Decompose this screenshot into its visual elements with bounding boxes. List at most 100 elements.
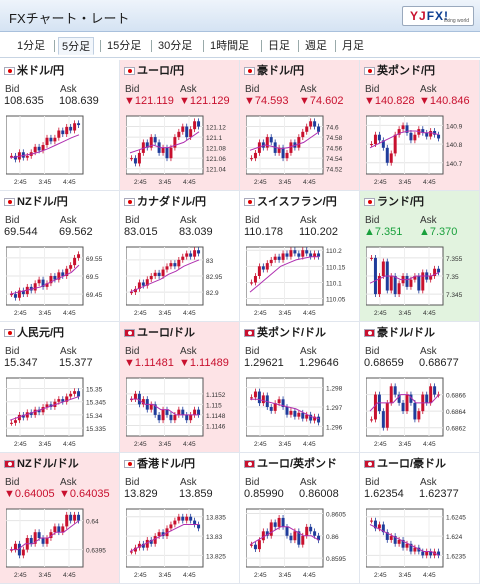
- currency-pair-title[interactable]: 英ポンド/円: [360, 60, 480, 82]
- currency-panel[interactable]: ユーロ/英ポンド Bid Ask 0.85990 0.86008 0.8605 0.86 0.…: [240, 453, 360, 584]
- bid-value: ▼1.11481: [124, 357, 174, 369]
- candle-body: [285, 407, 289, 415]
- currency-panel[interactable]: NZドル/ドル Bid Ask ▼0.64005 ▼0.64035 0.64 0.6395 2…: [0, 453, 120, 584]
- currency-pair-title[interactable]: 人民元/円: [0, 322, 120, 344]
- ask-value: 0.86008: [299, 488, 339, 500]
- x-tick-label: 3:45: [159, 179, 172, 186]
- bid-label: Bid: [125, 84, 140, 95]
- candle-body: [389, 153, 393, 163]
- currency-pair-title[interactable]: 豪ドル/円: [240, 60, 360, 82]
- currency-panel[interactable]: 人民元/円 Bid Ask 15.347 15.377 15.35 15.345 15.34 1…: [0, 322, 120, 453]
- tab-2[interactable]: 5分足: [58, 37, 95, 55]
- candle-body: [141, 543, 145, 548]
- currency-pair-title[interactable]: ユーロ/豪ドル: [360, 453, 480, 475]
- currency-panel[interactable]: NZドル/円 Bid Ask 69.544 69.562 69.55 69.5 69.45 2:…: [0, 191, 120, 322]
- ask-label: Ask: [180, 346, 197, 357]
- currency-panel[interactable]: 英ポンド/円 Bid Ask ▼140.828 ▼140.846 140.9 140.8 14…: [360, 60, 480, 191]
- tab-8[interactable]: 月足: [342, 40, 364, 52]
- candle-body: [149, 539, 153, 544]
- y-tick-label: 110.05: [326, 297, 346, 304]
- currency-panel[interactable]: 香港ドル/円 Bid Ask 13.829 13.859 13.835 13.83 13.82…: [120, 453, 240, 584]
- chart-svg: 121.12 121.1 121.08 121.06 121.04 2:45 3:45 4:4…: [126, 115, 226, 186]
- candle-body: [73, 514, 77, 521]
- currency-panel[interactable]: 米ドル/円BidAsk108.635108.639148.6148.552:45…: [0, 60, 120, 191]
- mini-chart[interactable]: 1.298 1.297 1.296 2:45 3:45 4:45: [246, 376, 355, 448]
- currency-pair-title[interactable]: 香港ドル/円: [120, 453, 240, 475]
- currency-panel[interactable]: カナダドル/円 Bid Ask 83.015 83.039 83 82.95 82.9 2:45…: [120, 191, 240, 322]
- y-tick-label: 1.624: [446, 534, 463, 541]
- tab-5[interactable]: 1時間足: [210, 40, 250, 52]
- brand-logo[interactable]: YJFX! fixing world: [402, 6, 474, 26]
- mini-chart[interactable]: 0.64 0.6395 2:45 3:45 4:45: [6, 507, 115, 579]
- mini-chart[interactable]: 148.6148.552:453:454:45: [6, 114, 115, 186]
- candle-body: [401, 125, 405, 130]
- currency-panel[interactable]: ユーロ/ドル Bid Ask ▼1.11481 ▼1.11489 1.1152 1.115 1…: [120, 322, 240, 453]
- candle-body: [297, 412, 301, 417]
- chart-svg: 83 82.95 82.9 2:45 3:45 4:45: [126, 246, 223, 317]
- x-tick-label: 4:45: [63, 441, 76, 448]
- candle-body: [429, 386, 433, 403]
- candle-body: [389, 276, 393, 291]
- mini-chart[interactable]: 1.1152 1.115 1.1148 1.1146 2:45 3:45 4:45: [126, 376, 235, 448]
- currency-panel[interactable]: 英ポンド/ドル Bid Ask 1.29621 1.29646 1.298 1.297 1.2…: [240, 322, 360, 453]
- currency-pair-title[interactable]: ランド/円: [360, 191, 480, 213]
- mini-chart[interactable]: 83 82.95 82.9 2:45 3:45 4:45: [126, 245, 235, 317]
- mini-chart[interactable]: 69.55 69.5 69.45 2:45 3:45 4:45: [6, 245, 115, 317]
- currency-pair-title[interactable]: 豪ドル/ドル: [360, 322, 480, 344]
- mini-chart[interactable]: 13.835 13.83 13.825 2:45 3:45 4:45: [126, 507, 235, 579]
- currency-pair-title[interactable]: 米ドル/円: [0, 60, 120, 82]
- mini-chart[interactable]: 74.6 74.58 74.56 74.54 74.52 2:45 3:45 4:45: [246, 114, 355, 186]
- mini-chart[interactable]: 140.9 140.8 140.7 2:45 3:45 4:45: [366, 114, 475, 186]
- currency-pair-title[interactable]: ユーロ/円: [120, 60, 240, 82]
- tab-3[interactable]: 15分足: [107, 40, 142, 52]
- candle-body: [373, 257, 377, 295]
- mini-chart[interactable]: 7.355 7.35 7.345 2:45 3:45 4:45: [366, 245, 475, 317]
- mini-chart[interactable]: 110.2 110.15 110.1 110.05 2:45 3:45 4:45: [246, 245, 355, 317]
- candle-body: [250, 282, 253, 284]
- tab-6[interactable]: 日足: [268, 40, 290, 52]
- candle-body: [250, 397, 253, 399]
- mini-chart[interactable]: 0.8605 0.86 0.8595 2:45 3:45 4:45: [246, 507, 355, 579]
- currency-pair-title[interactable]: ユーロ/ドル: [120, 322, 240, 344]
- currency-pair-title[interactable]: スイスフラン/円: [240, 191, 360, 213]
- bid-label: Bid: [245, 84, 260, 95]
- tab-1[interactable]: 1分足: [17, 40, 46, 52]
- currency-pair-title[interactable]: 英ポンド/ドル: [240, 322, 360, 344]
- mini-chart[interactable]: 1.6245 1.624 1.6235 2:45 3:45 4:45: [366, 507, 475, 579]
- candle-body: [405, 125, 409, 133]
- currency-pair-title[interactable]: カナダドル/円: [120, 191, 240, 213]
- candle-body: [169, 524, 173, 529]
- currency-panel[interactable]: ランド/円 Bid Ask ▲7.351 ▲7.370 7.355 7.35 7.345 2:4…: [360, 191, 480, 322]
- candle-body: [130, 551, 133, 553]
- currency-pair-title[interactable]: NZドル/ドル: [0, 453, 120, 475]
- candle-body: [185, 414, 189, 421]
- candle-body: [173, 414, 177, 421]
- currency-panel[interactable]: ユーロ/豪ドル Bid Ask 1.62354 1.62377 1.6245 1.624 1.…: [360, 453, 480, 584]
- candle-body: [305, 126, 309, 132]
- bid-label: Bid: [365, 84, 380, 95]
- bid-label: Bid: [245, 215, 260, 226]
- currency-pair-name: NZドル/ドル: [17, 458, 79, 470]
- candle-body: [181, 516, 185, 521]
- candle-body: [261, 142, 265, 148]
- moving-average-line: [9, 264, 80, 295]
- candle-body: [377, 276, 381, 295]
- currency-panel[interactable]: ユーロ/円 Bid Ask ▼121.119 ▼121.129 121.12 121.1 12…: [120, 60, 240, 191]
- tab-7[interactable]: 週足: [305, 40, 327, 52]
- mini-chart[interactable]: 15.35 15.345 15.34 15.335 2:45 3:45 4:45: [6, 376, 115, 448]
- chart-svg: 0.6866 0.6864 0.6862 2:45 3:45 4:45: [366, 377, 466, 448]
- currency-panel[interactable]: スイスフラン/円 Bid Ask 110.178 110.202 110.2 110.15 1…: [240, 191, 360, 322]
- candle-body: [297, 253, 301, 257]
- candle-body: [393, 536, 397, 544]
- currency-pair-title[interactable]: ユーロ/英ポンド: [240, 453, 360, 475]
- mini-chart[interactable]: 0.6866 0.6864 0.6862 2:45 3:45 4:45: [366, 376, 475, 448]
- currency-panel[interactable]: 豪ドル/ドル Bid Ask 0.68659 0.68677 0.6866 0.6864 0.…: [360, 322, 480, 453]
- currency-panel[interactable]: 豪ドル/円 Bid Ask ▼74.593 ▼74.602 74.6 74.58 74.56 7…: [240, 60, 360, 191]
- tab-4[interactable]: 30分足: [158, 40, 193, 52]
- mini-chart[interactable]: 121.12 121.1 121.08 121.06 121.04 2:45 3:45 4:4…: [126, 114, 235, 186]
- currency-pair-title[interactable]: NZドル/円: [0, 191, 120, 213]
- candle-body: [137, 282, 141, 289]
- candle-body: [433, 268, 437, 276]
- candle-body: [73, 257, 77, 266]
- y-tick-label: 121.12: [206, 125, 226, 132]
